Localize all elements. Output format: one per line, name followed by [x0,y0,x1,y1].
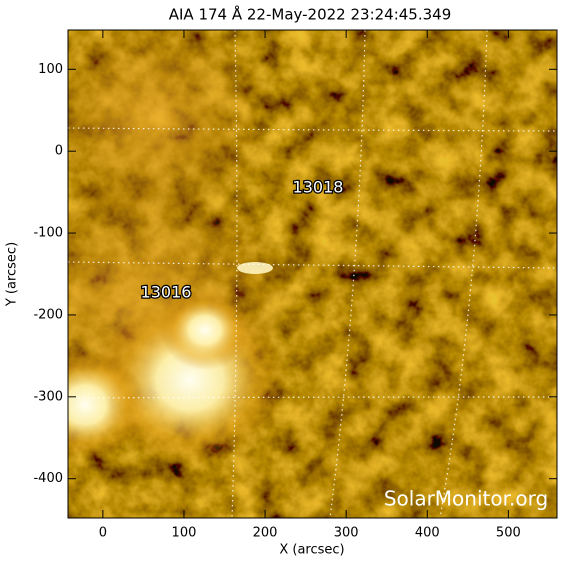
y-tick-label: -300 [33,389,63,404]
y-tick-label: -400 [33,471,63,486]
x-tick-label: 400 [415,526,440,541]
x-tick-label: 0 [99,526,107,541]
y-tick-label: 100 [38,62,63,77]
x-axis-label: X (arcsec) [279,543,344,558]
plot-frame [67,29,558,519]
solar-image: 13018 13016 SolarMonitor.org [68,30,557,518]
annotation: 13018 [293,178,344,197]
chart-title: AIA 174 Å 22-May-2022 23:24:45.349 [169,5,452,24]
x-tick-label: 100 [172,526,197,541]
x-tick-label: 500 [496,526,521,541]
x-tick-label: 200 [253,526,278,541]
y-tick-label: -100 [33,226,63,241]
annotation: 13016 [141,283,192,302]
y-axis-label: Y (arcsec) [5,242,20,307]
watermark: SolarMonitor.org [384,487,548,511]
x-tick-label: 300 [334,526,359,541]
y-tick-label: 0 [55,144,63,159]
y-tick-label: -200 [33,307,63,322]
